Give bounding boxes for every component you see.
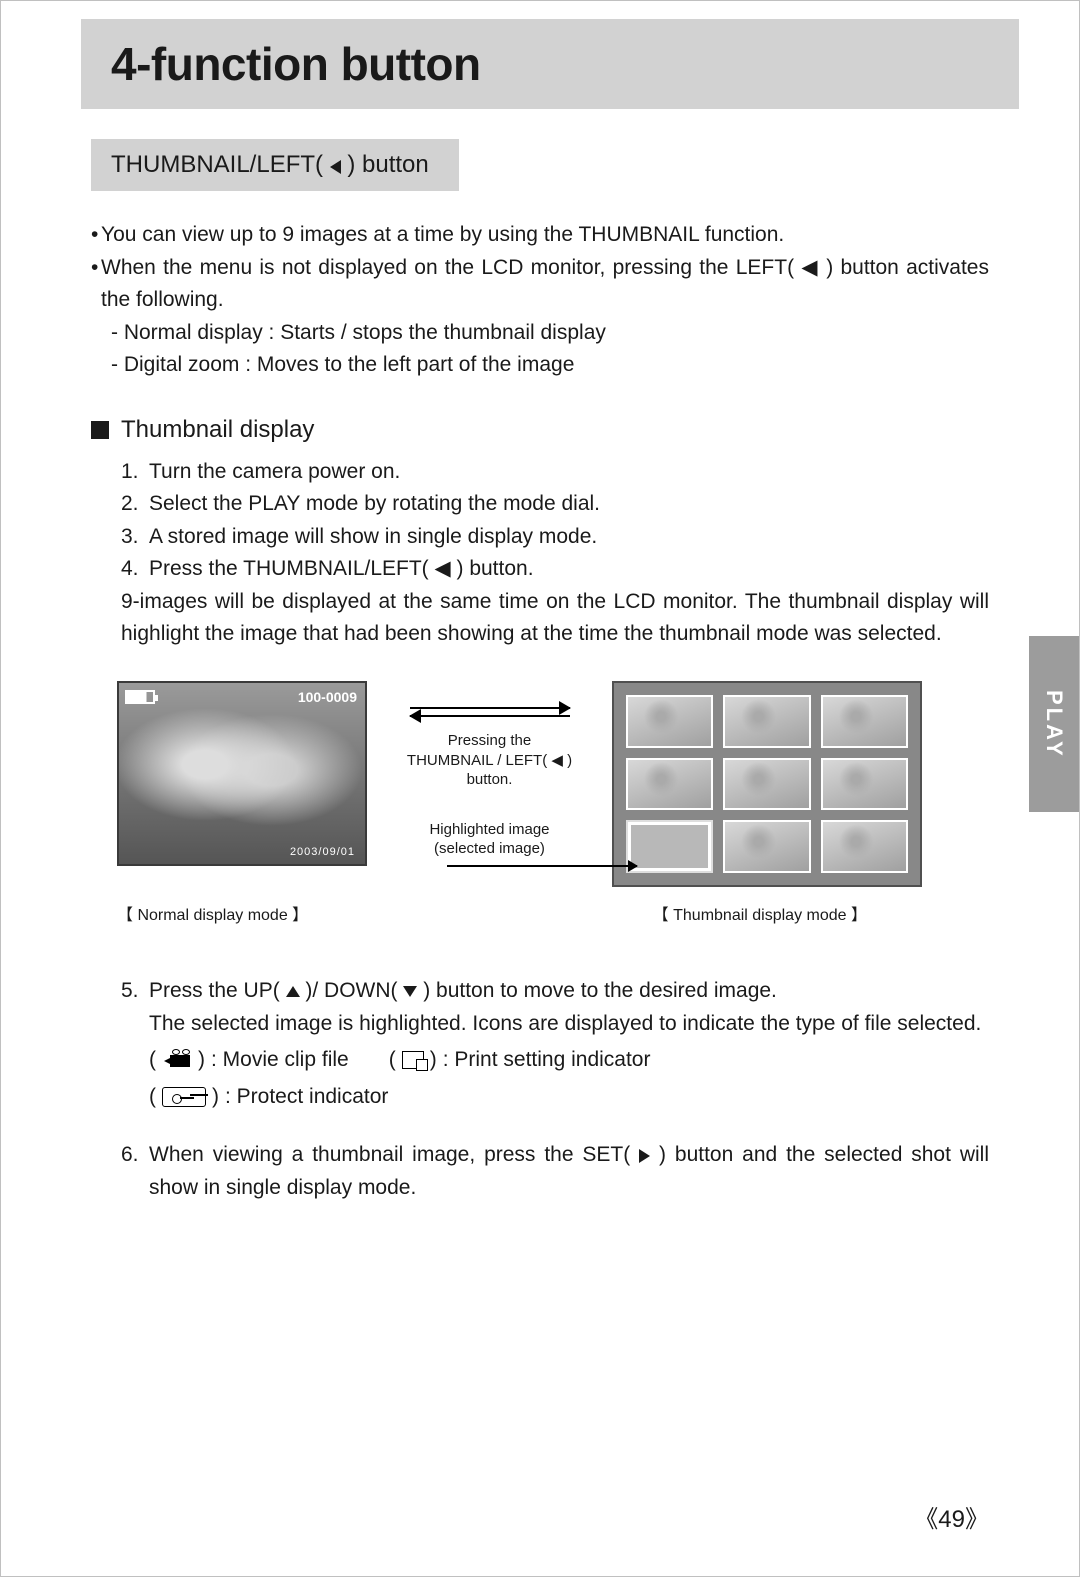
bullet-item: • When the menu is not displayed on the … — [91, 252, 989, 317]
diagram-row: 100-0009 2003/09/01 Pressing the THUMBNA… — [117, 681, 989, 887]
bullet-text: You can view up to 9 images at a time by… — [101, 219, 989, 252]
osd-top-row: 100-0009 — [119, 689, 357, 705]
step5-line2: The selected image is highlighted. Icons… — [149, 1008, 989, 1041]
mid-caption-2: Highlighted image (selected image) — [429, 820, 549, 859]
section-heading: Thumbnail display — [91, 416, 989, 444]
page-number-value: 49 — [938, 1506, 965, 1533]
battery-icon — [125, 690, 155, 704]
arrow-left-icon — [410, 715, 570, 717]
section-heading-text: Thumbnail display — [121, 416, 314, 444]
thumbnail-display-panel — [612, 681, 922, 887]
step-number: 3. — [121, 521, 143, 554]
sub-title-post: ) button — [341, 151, 429, 178]
down-triangle-icon — [403, 986, 417, 997]
thumb-cell — [723, 758, 810, 811]
protect-indicator-icon — [162, 1087, 206, 1107]
file-number: 100-0009 — [298, 689, 357, 705]
print-indicator-icon — [402, 1051, 424, 1069]
osd-date: 2003/09/01 — [290, 846, 355, 858]
thumb-cell — [821, 695, 908, 748]
icon-legend-row: ( ) : Movie clip file ( ) : Print settin… — [149, 1044, 989, 1077]
step-number: 5. — [121, 975, 143, 1008]
bullet-dot-icon: • — [91, 219, 101, 252]
up-triangle-icon — [286, 986, 300, 997]
right-triangle-icon — [639, 1149, 650, 1163]
step-number: 2. — [121, 488, 143, 521]
photo-placeholder — [119, 683, 365, 864]
thumb-cell-selected — [626, 820, 713, 873]
step5-a: Press the UP( — [149, 979, 286, 1002]
lcd-normal: 100-0009 2003/09/01 — [117, 681, 367, 866]
side-tab-play: PLAY — [1029, 636, 1079, 812]
step-item: 3.A stored image will show in single dis… — [121, 521, 989, 554]
caption-row: 【 Normal display mode 】 【 Thumbnail disp… — [117, 901, 897, 925]
dash-line: - Normal display : Starts / stops the th… — [111, 317, 989, 350]
thumb-cell — [821, 758, 908, 811]
caption-left: 【 Normal display mode 】 — [117, 901, 308, 925]
step-item: 2.Select the PLAY mode by rotating the m… — [121, 488, 989, 521]
intro-bullet-list: • You can view up to 9 images at a time … — [91, 219, 989, 382]
bullet-dot-icon: • — [91, 252, 101, 317]
steps-list: 1.Turn the camera power on. 2.Select the… — [91, 456, 989, 651]
step-number: 4. — [121, 553, 143, 586]
thumb-cell — [723, 695, 810, 748]
step-number: 6. — [121, 1139, 143, 1204]
step-paragraph: 9-images will be displayed at the same t… — [121, 586, 989, 651]
step6-a: When viewing a thumbnail image, press th… — [149, 1143, 639, 1166]
steps-list-lower: 5. Press the UP( )/ DOWN( ) button to mo… — [91, 975, 989, 1204]
bullet-text: When the menu is not displayed on the LC… — [101, 252, 989, 317]
step-number: 1. — [121, 456, 143, 489]
caption-right: 【 Thumbnail display mode 】 — [653, 901, 867, 925]
step-item: 6. When viewing a thumbnail image, press… — [121, 1139, 989, 1204]
thumb-cell — [723, 820, 810, 873]
step-item: 5. Press the UP( )/ DOWN( ) button to mo… — [121, 975, 989, 1008]
movie-icon-pair: ( ) : Movie clip file — [149, 1044, 349, 1077]
bullet-item: • You can view up to 9 images at a time … — [91, 219, 989, 252]
sub-bullet-body: - Normal display : Starts / stops the th… — [91, 317, 989, 382]
movie-label: : Movie clip file — [211, 1044, 349, 1077]
protect-icon-pair: ( ) : Protect indicator — [149, 1081, 388, 1114]
step-text: Press the THUMBNAIL/LEFT( ◀ ) button. — [149, 553, 534, 586]
dash-line: - Digital zoom : Moves to the left part … — [111, 349, 989, 382]
arrow-right-icon — [410, 707, 570, 709]
left-triangle-icon — [330, 160, 341, 174]
thumb-cell — [626, 758, 713, 811]
protect-label: : Protect indicator — [225, 1081, 388, 1114]
step-text: Turn the camera power on. — [149, 456, 400, 489]
step5-c: ) button to move to the desired image. — [417, 979, 777, 1002]
step-text: Select the PLAY mode by rotating the mod… — [149, 488, 600, 521]
step-text: When viewing a thumbnail image, press th… — [149, 1139, 989, 1204]
thumbnail-grid — [612, 681, 922, 887]
print-icon-pair: ( ) : Print setting indicator — [389, 1044, 651, 1077]
section-sub-title: THUMBNAIL/LEFT( ) button — [91, 139, 459, 191]
print-label: : Print setting indicator — [443, 1044, 651, 1077]
double-arrow-icon — [410, 701, 570, 723]
page-number: 《49》 — [914, 1499, 989, 1534]
mid-caption-1: Pressing the THUMBNAIL / LEFT( ◀ ) butto… — [407, 731, 572, 790]
pointer-arrow-icon — [447, 865, 637, 867]
movie-clip-icon — [162, 1051, 192, 1069]
thumb-cell — [821, 820, 908, 873]
step-text: Press the UP( )/ DOWN( ) button to move … — [149, 975, 777, 1008]
sub-title-pre: THUMBNAIL/LEFT( — [111, 151, 330, 178]
step-text: A stored image will show in single displ… — [149, 521, 597, 554]
page-title: 4-function button — [111, 37, 999, 91]
icon-legend-row-2: ( ) : Protect indicator — [149, 1081, 989, 1114]
page-title-bar: 4-function button — [81, 19, 1019, 109]
square-bullet-icon — [91, 421, 109, 439]
thumb-cell — [626, 695, 713, 748]
step5-b: )/ DOWN( — [300, 979, 404, 1002]
step-item: 4.Press the THUMBNAIL/LEFT( ◀ ) button. — [121, 553, 989, 586]
step-item: 1.Turn the camera power on. — [121, 456, 989, 489]
middle-panel: Pressing the THUMBNAIL / LEFT( ◀ ) butto… — [387, 681, 592, 867]
normal-display-panel: 100-0009 2003/09/01 — [117, 681, 367, 866]
